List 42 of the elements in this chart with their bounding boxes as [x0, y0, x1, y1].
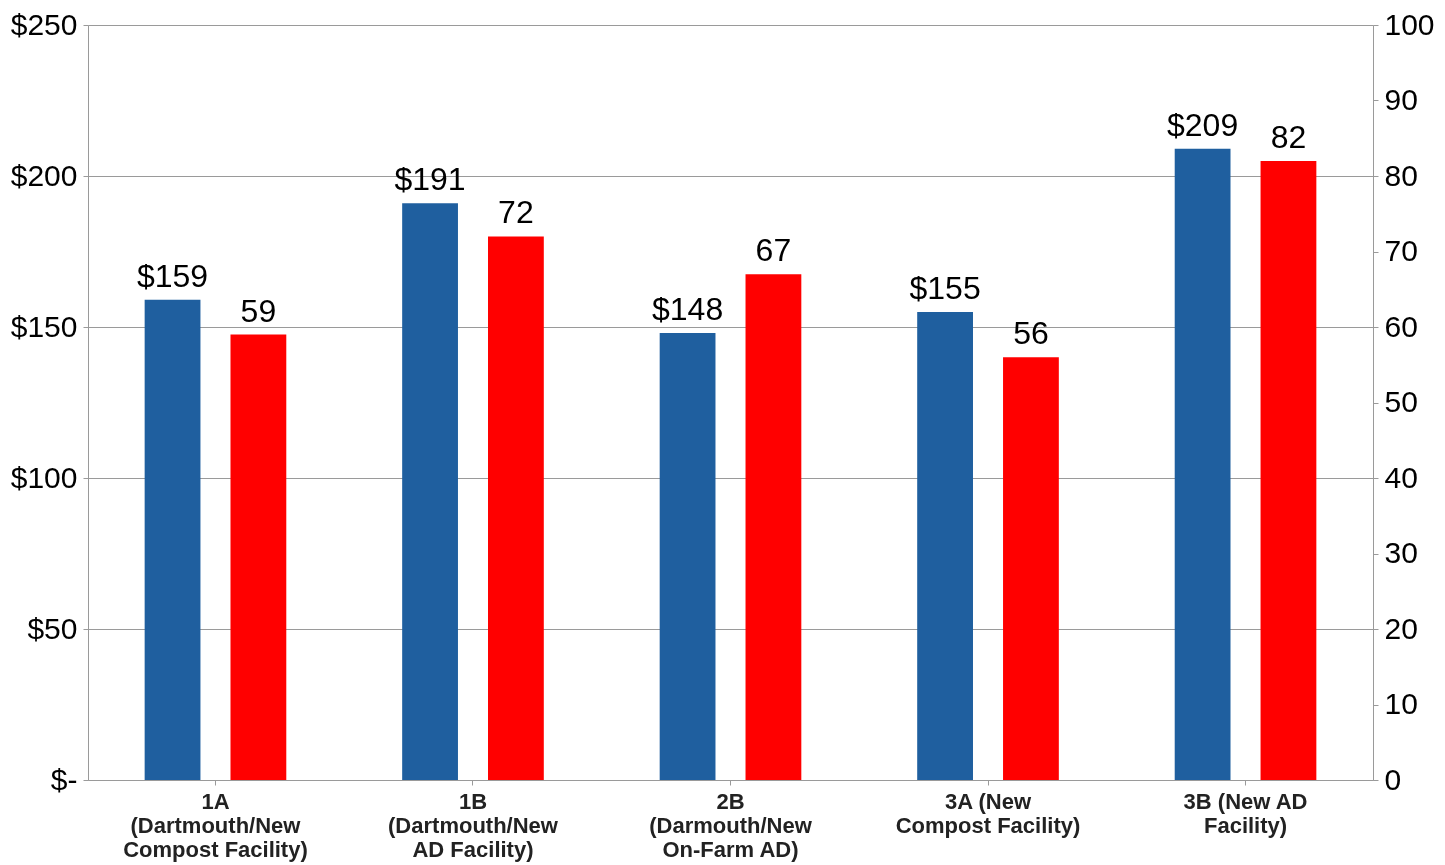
x-tick-label: 2B (Darmouth/New On-Farm AD) [649, 788, 813, 862]
x-tick-label: 1B (Dartmouth/New AD Facility) [388, 788, 559, 862]
x-tick-label: 1A (Dartmouth/New Compost Facility) [123, 788, 308, 862]
y2-tick-label: 80 [1384, 158, 1418, 192]
y2-tick-label: 20 [1384, 611, 1418, 645]
y-tick-label: $50 [27, 611, 78, 645]
y-tick-label: $150 [10, 309, 78, 343]
data-label: $155 [909, 269, 981, 306]
bar [1174, 148, 1231, 780]
data-label: $209 [1167, 106, 1239, 143]
y2-tick-label: 100 [1384, 7, 1435, 41]
y-tick-label: $250 [10, 7, 78, 41]
y2-tick-label: 50 [1384, 385, 1418, 418]
x-tick-label: 3A (New Compost Facility) [895, 788, 1081, 838]
y2-tick-label: 0 [1384, 762, 1402, 796]
y2-tick-label: 30 [1384, 536, 1418, 569]
data-label: 72 [498, 194, 534, 231]
data-label: 67 [755, 232, 792, 269]
data-label: 56 [1013, 315, 1049, 352]
bar [917, 311, 973, 780]
bar [144, 299, 201, 780]
data-label: $191 [394, 161, 466, 198]
bar [659, 333, 716, 780]
bar [1003, 357, 1059, 780]
bar [745, 274, 802, 780]
y2-tick-label: 90 [1384, 83, 1418, 116]
bar [488, 236, 544, 780]
data-label: $148 [651, 291, 724, 328]
y-tick-label: $200 [10, 158, 78, 192]
bar [230, 334, 287, 780]
data-label: 59 [240, 292, 277, 329]
y2-tick-label: 10 [1384, 687, 1418, 720]
data-label: 82 [1270, 118, 1307, 155]
bar [1260, 160, 1317, 780]
y-tick-label: $- [50, 762, 78, 796]
y2-tick-label: 70 [1384, 234, 1418, 267]
y-tick-label: $100 [10, 460, 78, 494]
y2-tick-label: 60 [1384, 309, 1418, 343]
y2-tick-label: 40 [1384, 460, 1418, 494]
bar [402, 203, 458, 780]
data-label: $159 [136, 257, 209, 294]
x-tick-label: 3B (New AD Facility) [1183, 788, 1308, 838]
